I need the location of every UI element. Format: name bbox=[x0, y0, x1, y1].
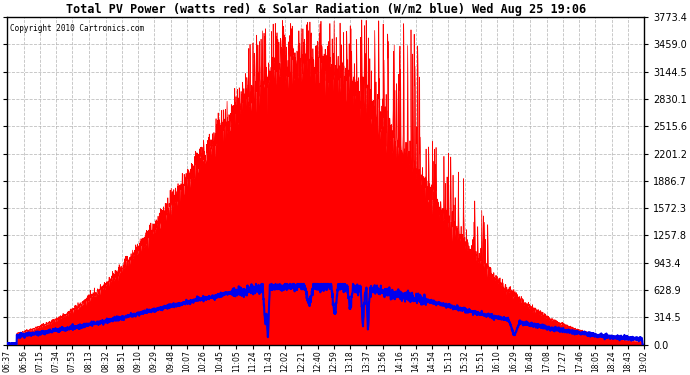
Title: Total PV Power (watts red) & Solar Radiation (W/m2 blue) Wed Aug 25 19:06: Total PV Power (watts red) & Solar Radia… bbox=[66, 3, 586, 16]
Text: Copyright 2010 Cartronics.com: Copyright 2010 Cartronics.com bbox=[10, 24, 145, 33]
